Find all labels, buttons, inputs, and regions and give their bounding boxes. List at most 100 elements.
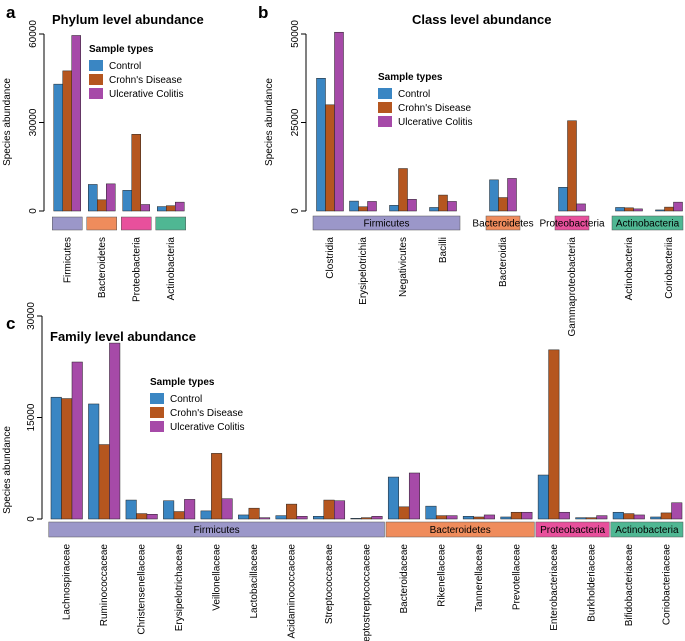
x-tick-label: Clostridia (325, 237, 336, 279)
x-tick-label: Negativicutes (398, 237, 409, 297)
group-band-proteobacteria (554, 215, 590, 231)
bar-ulcerative-colitis-actinobacteria (175, 201, 185, 212)
y-tick-label: 30000 (26, 302, 37, 330)
bar-ulcerative-colitis-bacilli (447, 201, 457, 212)
bar-ulcerative-colitis-peptostreptococcaceae (371, 516, 383, 520)
y-tick-label: 30000 (28, 108, 39, 136)
bar-crohn-s-disease-streptococcaceae (323, 499, 335, 520)
legend-swatch (89, 88, 103, 99)
legend-title: Sample types (378, 72, 443, 83)
x-tick-label: Rikenellaceae (436, 544, 447, 607)
panel-b-label: b (258, 3, 268, 22)
panel-b-title: Class level abundance (412, 12, 551, 27)
bar-crohn-s-disease-coriobacteriaceae (660, 512, 672, 520)
panel-c-label: c (6, 314, 15, 333)
bar-control-enterobacteriaceae (537, 474, 549, 520)
group-band-phylum-0 (52, 216, 83, 231)
x-tick-label: Firmicutes (62, 237, 73, 283)
bar-ulcerative-colitis-rikenellaceae (446, 515, 458, 520)
bar-ulcerative-colitis-coriobacteriaceae (671, 502, 683, 520)
x-tick-label: Proteobacteria (131, 237, 142, 302)
bar-ulcerative-colitis-proteobacteria (140, 204, 150, 212)
legend-item: Crohn's Disease (170, 408, 243, 419)
y-tick-label: 50000 (290, 20, 301, 48)
bar-control-acidaminococcaceae (275, 515, 287, 520)
bar-ulcerative-colitis-gammaproteobacteria (576, 203, 586, 212)
y-tick-label: 0 (28, 208, 39, 214)
legend-swatch (89, 60, 103, 71)
x-tick-label: Christensenellaceae (137, 544, 148, 635)
x-tick-label: Bacilli (438, 237, 449, 263)
x-tick-label: Bacteroidaceae (399, 544, 410, 614)
bar-control-erysipelotrichaceae (163, 500, 175, 520)
group-band-proteobacteria (535, 521, 610, 538)
group-band-label: Proteobacteria (540, 525, 605, 536)
bar-control-veillonellaceae (200, 510, 212, 520)
bar-ulcerative-colitis-christensenellaceae (146, 514, 158, 520)
y-axis-label: Species abundance (2, 78, 13, 166)
bar-ulcerative-colitis-bacteroidia (507, 178, 517, 212)
bar-ulcerative-colitis-erysipelotrichaceae (184, 499, 196, 520)
group-band-label: Bacteroidetes (430, 525, 491, 536)
bar-crohn-s-disease-rikenellaceae (435, 515, 447, 520)
group-band-phylum-3 (155, 216, 186, 231)
bar-crohn-s-disease-lactobacillaceae (248, 507, 260, 520)
x-tick-label: Bifidobacteriaceae (624, 544, 635, 627)
x-tick-label: Tannerellaceae (474, 544, 485, 612)
bar-control-ruminococcaceae (88, 403, 100, 520)
bar-control-bifidobacteriaceae (612, 511, 624, 520)
bar-control-erysipelotrichia (349, 200, 359, 212)
bar-crohn-s-disease-negativicutes (398, 168, 408, 212)
x-tick-label: Acidaminococcaceae (287, 544, 298, 639)
y-tick-label: 0 (26, 516, 37, 522)
bar-crohn-s-disease-bacilli (438, 194, 448, 212)
group-band-label: Proteobacteria (539, 219, 604, 230)
x-tick-label: Gammaproteobacteria (567, 237, 578, 337)
bar-control-christensenellaceae (125, 499, 137, 520)
panel-c: c Family level abundance 0 15000 30000 Spec… (2, 302, 684, 641)
y-tick-label: 0 (290, 208, 301, 214)
legend-item: Control (109, 61, 141, 72)
x-tick-label: Coriobacteriia (664, 237, 675, 299)
bar-crohn-s-disease-tannerellaceae (473, 516, 485, 520)
panel-a: a Phylum level abundance 0 30000 60000 Spec… (2, 3, 204, 302)
bar-crohn-s-disease-firmicutes (62, 70, 72, 212)
legend-swatch (150, 421, 164, 432)
bar-ulcerative-colitis-lactobacillaceae (259, 517, 271, 520)
legend-swatch (89, 74, 103, 85)
bar-control-burkholderiaceae (575, 517, 587, 520)
bar-ulcerative-colitis-bacteroidaceae (408, 472, 420, 520)
panel-b: b Class level abundance 0 25000 50000 Speci… (258, 3, 684, 337)
bar-control-firmicutes (53, 83, 63, 212)
group-band-label: Actinobacteria (615, 525, 679, 536)
bar-control-lachnospiraceae (50, 396, 62, 520)
bar-ulcerative-colitis-streptococcaceae (334, 500, 346, 520)
bar-control-bacteroidetes (88, 184, 98, 212)
y-tick-label: 60000 (28, 20, 39, 48)
bar-control-rikenellaceae (425, 505, 437, 520)
bar-ulcerative-colitis-prevotellaceae (521, 511, 533, 520)
x-tick-label: Peptostreptococcaceae (362, 544, 373, 641)
bar-control-tannerellaceae (462, 516, 474, 520)
bar-crohn-s-disease-actinobacteria (166, 205, 176, 212)
bar-crohn-s-disease-acidaminococcaceae (286, 503, 298, 520)
y-tick-label: 25000 (290, 108, 301, 136)
group-band-actinobacteria (610, 521, 684, 538)
bar-crohn-s-disease-peptostreptococcaceae (361, 517, 372, 520)
bar-ulcerative-colitis-negativicutes (407, 199, 417, 212)
bar-ulcerative-colitis-firmicutes (71, 35, 81, 212)
legend-item: Control (170, 394, 202, 405)
bar-ulcerative-colitis-actinobacteria (633, 208, 643, 212)
x-tick-label: Lachnospiraceae (62, 544, 73, 621)
bar-control-streptococcaceae (313, 516, 325, 520)
bar-ulcerative-colitis-ruminococcaceae (109, 342, 121, 520)
group-band-actinobacteria (611, 215, 684, 231)
bar-ulcerative-colitis-acidaminococcaceae (296, 516, 308, 520)
bar-crohn-s-disease-clostridia (325, 104, 335, 212)
bar-control-actinobacteria (157, 206, 167, 212)
bar-crohn-s-disease-bacteroidetes (97, 199, 107, 212)
bar-crohn-s-disease-bifidobacteriaceae (623, 513, 635, 520)
bar-control-proteobacteria (122, 190, 132, 212)
bar-control-actinobacteria (615, 207, 625, 212)
